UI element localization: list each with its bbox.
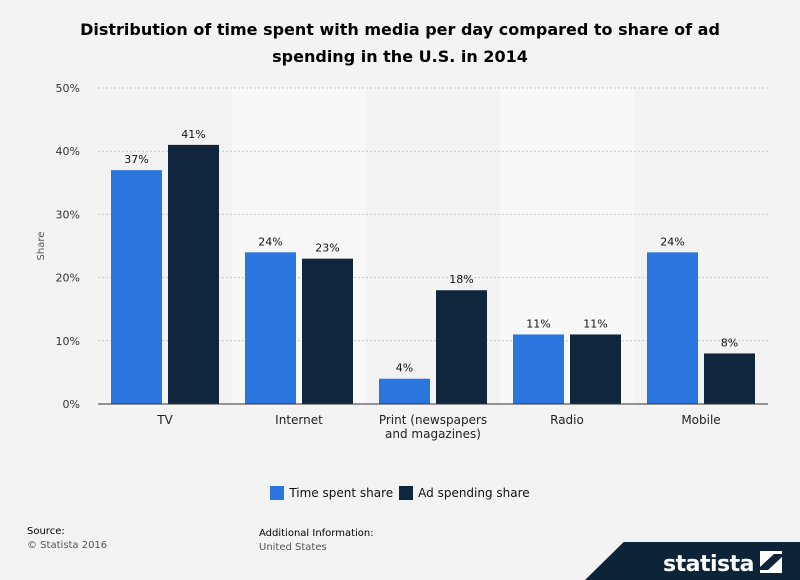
y-tick-label: 50% — [56, 82, 80, 95]
bar-time-spent — [647, 252, 698, 404]
bar-ad-spending — [570, 334, 621, 404]
legend: Time spent share Ad spending share — [0, 486, 800, 500]
bar-ad-spending — [168, 144, 219, 404]
data-label: 18% — [449, 273, 473, 286]
x-category-label: Internet — [275, 413, 323, 427]
source-value[interactable]: © Statista 2016 — [27, 540, 108, 551]
y-tick-label: 20% — [56, 272, 80, 285]
x-category-label: TV — [156, 413, 173, 427]
y-tick-label: 40% — [56, 145, 80, 158]
data-label: 23% — [315, 242, 339, 255]
bar-time-spent — [111, 170, 162, 404]
y-tick-label: 10% — [56, 335, 80, 348]
bar-time-spent — [245, 252, 296, 404]
y-tick-label: 0% — [63, 398, 80, 411]
y-tick-label: 30% — [56, 208, 80, 221]
additional-info-block: Additional Information: United States — [259, 527, 374, 555]
legend-swatch-time-spent — [270, 486, 285, 500]
data-label: 4% — [396, 362, 413, 375]
brand-logo-text[interactable]: statista — [663, 552, 754, 577]
x-category-label: Radio — [550, 413, 584, 427]
bar-time-spent — [379, 378, 430, 404]
bar-ad-spending — [704, 353, 755, 404]
legend-item-ad-spending[interactable]: Ad spending share — [399, 486, 530, 500]
x-category-label: Mobile — [681, 413, 720, 427]
data-label: 24% — [660, 235, 684, 248]
data-label: 8% — [721, 336, 738, 349]
statista-logo-icon — [760, 551, 782, 573]
source-label: Source: — [27, 526, 65, 537]
bar-time-spent — [513, 334, 564, 404]
chart-svg: 0% 10% 20% 30% 40% 50% Share 37% 41% TV 24% 23% Inte… — [36, 82, 768, 441]
data-label: 37% — [124, 153, 148, 166]
legend-label-time-spent: Time spent share — [289, 486, 394, 500]
chart-title: Distribution of time spent with media pe… — [80, 20, 720, 66]
source-block: Source: © Statista 2016 — [27, 525, 107, 553]
additional-info-label: Additional Information: — [259, 528, 374, 539]
data-label: 11% — [526, 317, 550, 330]
data-label: 24% — [258, 235, 282, 248]
legend-label-ad-spending: Ad spending share — [418, 486, 530, 500]
y-axis-label: Share — [36, 232, 47, 261]
data-label: 41% — [181, 128, 205, 141]
bar-ad-spending — [436, 290, 487, 404]
legend-item-time-spent[interactable]: Time spent share — [270, 486, 393, 500]
legend-swatch-ad-spending — [399, 486, 414, 500]
x-category-label: Print (newspapers and magazines) — [379, 413, 487, 441]
bar-ad-spending — [302, 258, 353, 404]
data-label: 11% — [583, 317, 607, 330]
additional-info-value: United States — [259, 542, 327, 553]
